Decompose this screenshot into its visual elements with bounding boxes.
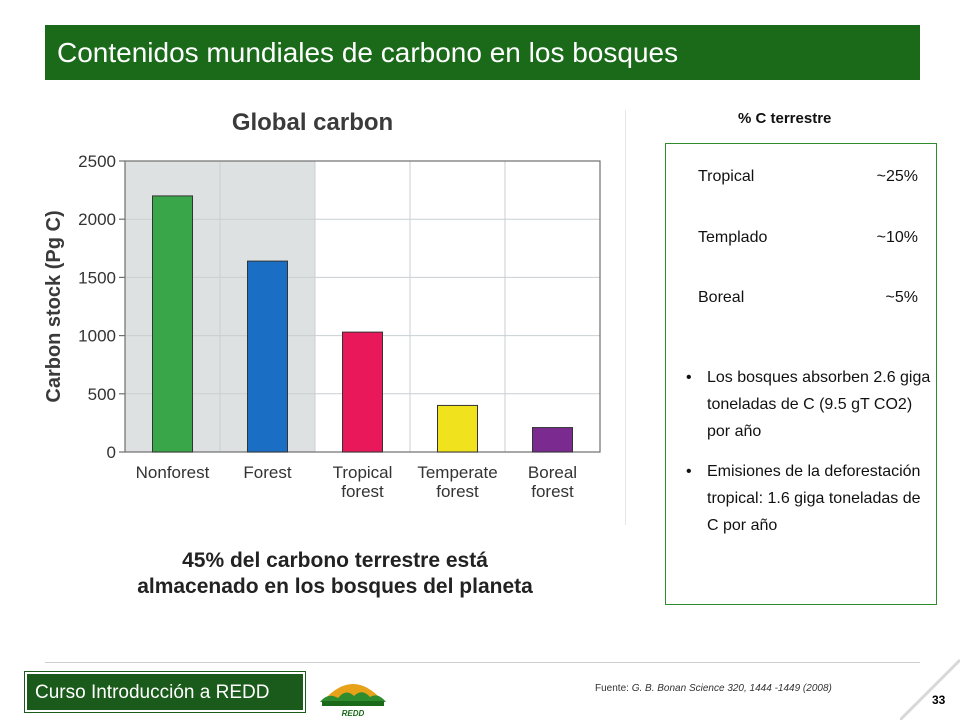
bar xyxy=(152,195,193,453)
bar xyxy=(437,404,478,453)
bar xyxy=(532,427,573,453)
x-tick-label: forest xyxy=(436,482,479,501)
x-tick-label: forest xyxy=(341,482,384,501)
pct-row-value: ~5% xyxy=(885,289,918,306)
x-tick-label: Forest xyxy=(243,463,291,482)
pct-row-boreal: Boreal ~5% xyxy=(698,289,918,311)
bar xyxy=(342,331,383,453)
course-label: Curso Introducción a REDD xyxy=(25,672,305,712)
source-reference: G. B. Bonan Science 320, 1444 -1449 (200… xyxy=(631,683,832,694)
y-tick-label: 2000 xyxy=(78,210,116,229)
y-axis-label: Carbon stock (Pg C) xyxy=(43,210,65,402)
y-tick-label: 2500 xyxy=(78,152,116,171)
y-tick-label: 0 xyxy=(107,443,116,462)
caption-line-1: 45% del carbono terrestre está xyxy=(182,549,488,572)
pct-row-temperate: Templado ~10% xyxy=(698,229,918,251)
chart-caption: 45% del carbono terrestre está almacenad… xyxy=(40,548,630,600)
course-label-text: Curso Introducción a REDD xyxy=(35,682,270,703)
chart-title: Global carbon xyxy=(232,109,393,136)
terrestrial-carbon-header: % C terrestre xyxy=(738,110,832,127)
caption-line-2: almacenado en los bosques del planeta xyxy=(137,575,533,598)
info-box: Tropical ~25% Templado ~10% Boreal ~5% •… xyxy=(665,143,937,605)
fact-text: Los bosques absorben 2.6 giga toneladas … xyxy=(707,369,931,440)
fact-text: Emisiones de la deforestación tropical: … xyxy=(707,463,921,534)
global-carbon-chart: 0 500 1000 1500 2000 2500 Nonforest Forest Tropi… xyxy=(43,109,601,501)
bar xyxy=(247,260,288,453)
pct-row-tropical: Tropical ~25% xyxy=(698,168,918,190)
logo-text: REDD xyxy=(342,709,365,718)
source-prefix: Fuente: xyxy=(595,683,632,694)
chart-divider xyxy=(625,110,626,525)
chart-panel: 0 500 1000 1500 2000 2500 Nonforest Forest Tropi… xyxy=(30,100,625,525)
footer-divider xyxy=(45,662,920,663)
bullet-icon: • xyxy=(686,463,692,480)
fact-item: • Emisiones de la deforestación tropical… xyxy=(680,458,935,539)
bullet-icon: • xyxy=(686,369,692,386)
source-citation: Fuente: G. B. Bonan Science 320, 1444 -1… xyxy=(595,683,832,694)
x-tick-label: Boreal xyxy=(528,463,577,482)
y-tick-label: 1000 xyxy=(78,327,116,346)
pct-row-label: Tropical xyxy=(698,168,755,185)
pct-row-value: ~25% xyxy=(876,168,918,185)
page-number: 33 xyxy=(932,693,946,707)
y-tick-label: 500 xyxy=(88,385,116,404)
y-tick-label: 1500 xyxy=(78,268,116,287)
redd-logo-icon: REDD xyxy=(320,684,386,718)
fact-list: • Los bosques absorben 2.6 giga tonelada… xyxy=(680,364,935,552)
slide-title: Contenidos mundiales de carbono en los b… xyxy=(57,37,679,68)
fact-item: • Los bosques absorben 2.6 giga tonelada… xyxy=(680,364,935,445)
pct-row-label: Templado xyxy=(698,229,768,246)
pct-row-value: ~10% xyxy=(876,229,918,246)
x-tick-label: Temperate xyxy=(417,463,497,482)
title-bar: Contenidos mundiales de carbono en los b… xyxy=(45,25,920,80)
x-tick-label: forest xyxy=(531,482,574,501)
x-tick-label: Tropical xyxy=(333,463,393,482)
page-corner-icon xyxy=(900,658,960,720)
pct-row-label: Boreal xyxy=(698,289,745,306)
x-tick-label: Nonforest xyxy=(136,463,210,482)
